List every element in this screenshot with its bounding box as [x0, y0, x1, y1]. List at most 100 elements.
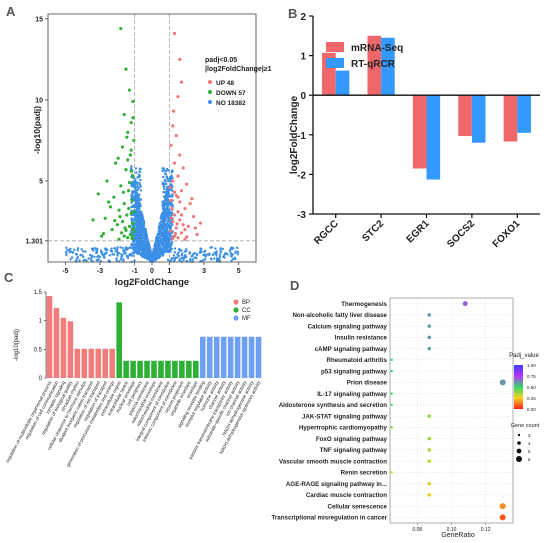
kegg-pathway-label: TNF signaling pathway	[320, 447, 388, 454]
volcano-no-point	[105, 251, 108, 254]
volcano-no-point	[176, 253, 179, 256]
volcano-no-point	[162, 204, 165, 208]
kegg-dot	[427, 335, 432, 340]
volcano-down-point	[127, 224, 132, 228]
volcano-no-point	[168, 232, 171, 236]
volcano-no-point	[214, 247, 217, 250]
validation-x-tick-label: FOXO1	[491, 218, 523, 250]
panel-letter-c: C	[4, 270, 14, 285]
volcano-no-point	[144, 246, 148, 250]
validation-x-tick-label: RGCC	[312, 218, 341, 247]
volcano-no-point	[112, 253, 116, 256]
volcano-no-point	[219, 247, 222, 250]
volcano-no-point	[162, 223, 165, 226]
volcano-no-point	[68, 248, 71, 252]
volcano-no-point	[229, 251, 232, 255]
volcano-y-tick-label: 1.301	[25, 238, 43, 245]
go-bar	[130, 360, 136, 378]
volcano-no-point	[66, 248, 69, 252]
volcano-no-point	[166, 203, 170, 207]
volcano-up-point	[169, 198, 173, 203]
volcano-down-point	[103, 216, 107, 220]
volcano-no-point	[139, 252, 142, 255]
volcano-no-point	[101, 251, 104, 254]
volcano-no-point	[136, 185, 140, 189]
volcano-no-point	[163, 227, 166, 231]
legend-down-label: DOWN 57	[216, 90, 246, 97]
volcano-up-point	[181, 166, 185, 170]
volcano-down-point	[127, 189, 131, 193]
volcano-no-point	[218, 255, 221, 258]
go-bar	[213, 336, 220, 378]
volcano-no-point	[170, 184, 174, 187]
volcano-no-point	[219, 250, 223, 254]
volcano-no-point	[222, 255, 225, 258]
volcano-no-point	[165, 175, 169, 178]
volcano-no-point	[69, 258, 72, 261]
volcano-no-point	[134, 249, 138, 252]
volcano-down-point	[126, 130, 130, 134]
padj-colorbar-ticks: 1.00 0.75 0.50 0.25 0.00	[527, 363, 536, 412]
validation-x-tick-label: STC2	[360, 218, 386, 244]
padj-colorbar-tick-label: 0.25	[527, 396, 536, 401]
volcano-no-point	[132, 180, 136, 183]
volcano-no-point	[94, 247, 97, 250]
volcano-no-point	[147, 246, 151, 250]
volcano-no-point	[104, 247, 107, 250]
volcano-no-point	[177, 251, 180, 254]
volcano-down-point	[123, 226, 127, 230]
volcano-no-point	[115, 259, 118, 262]
go-bar	[74, 348, 81, 378]
volcano-down-point	[130, 236, 134, 241]
volcano-no-point	[142, 249, 145, 253]
validation-legend: mRNA-Seq RT-qRCR	[326, 42, 403, 70]
volcano-no-point	[161, 221, 164, 224]
volcano-down-point	[129, 169, 133, 173]
go-bar	[53, 308, 60, 378]
volcano-no-point	[189, 258, 192, 261]
volcano-no-point	[142, 240, 146, 244]
volcano-no-point	[141, 242, 144, 246]
go-bar	[172, 360, 178, 378]
volcano-up-point	[172, 161, 177, 165]
volcano-no-point	[110, 250, 113, 253]
volcano-no-point	[157, 232, 160, 235]
volcano-up-point	[183, 206, 187, 211]
volcano-no-point	[203, 253, 207, 256]
volcano-no-point	[139, 247, 142, 251]
volcano-no-point	[65, 246, 68, 249]
volcano-no-point	[105, 248, 109, 252]
volcano-no-point	[162, 250, 166, 253]
volcano-no-point	[161, 239, 164, 242]
volcano-up-point	[172, 109, 176, 113]
volcano-no-point	[155, 235, 159, 238]
volcano-down-point	[117, 208, 121, 212]
volcano-no-point	[142, 232, 145, 235]
volcano-no-point	[173, 251, 177, 254]
validation-bar	[517, 95, 531, 133]
volcano-down-point	[131, 227, 135, 231]
volcano-no-point	[236, 253, 240, 256]
volcano-no-point	[135, 192, 139, 195]
volcano-down-point	[132, 210, 136, 214]
volcano-no-point	[196, 253, 199, 256]
volcano-no-point	[218, 253, 222, 256]
volcano-no-point	[162, 167, 165, 170]
kegg-pathway-label: Prion disease	[347, 380, 388, 387]
kegg-pathway-label: p53 signaling pathway	[321, 368, 388, 375]
kegg-pathway-label: Thermogenesis	[341, 301, 387, 308]
size-legend-5-label: 5	[528, 449, 531, 454]
volcano-no-point	[173, 247, 177, 250]
volcano-no-point	[154, 253, 157, 257]
validation-y-tick-label: 2	[300, 12, 306, 23]
volcano-plot: -5 -3 -1 0 1 3 5 1.301 5 10 15 log2FoldChange -log…	[25, 13, 272, 288]
go-bar	[227, 336, 234, 378]
validation-y-tick-label: -3	[297, 210, 306, 221]
validation-bar	[458, 95, 472, 136]
volcano-down-point	[120, 231, 124, 235]
volcano-no-point	[118, 251, 121, 255]
volcano-down-point	[127, 88, 132, 92]
volcano-no-point	[138, 241, 141, 244]
volcano-up-point	[195, 232, 199, 237]
volcano-up-point	[179, 231, 184, 235]
